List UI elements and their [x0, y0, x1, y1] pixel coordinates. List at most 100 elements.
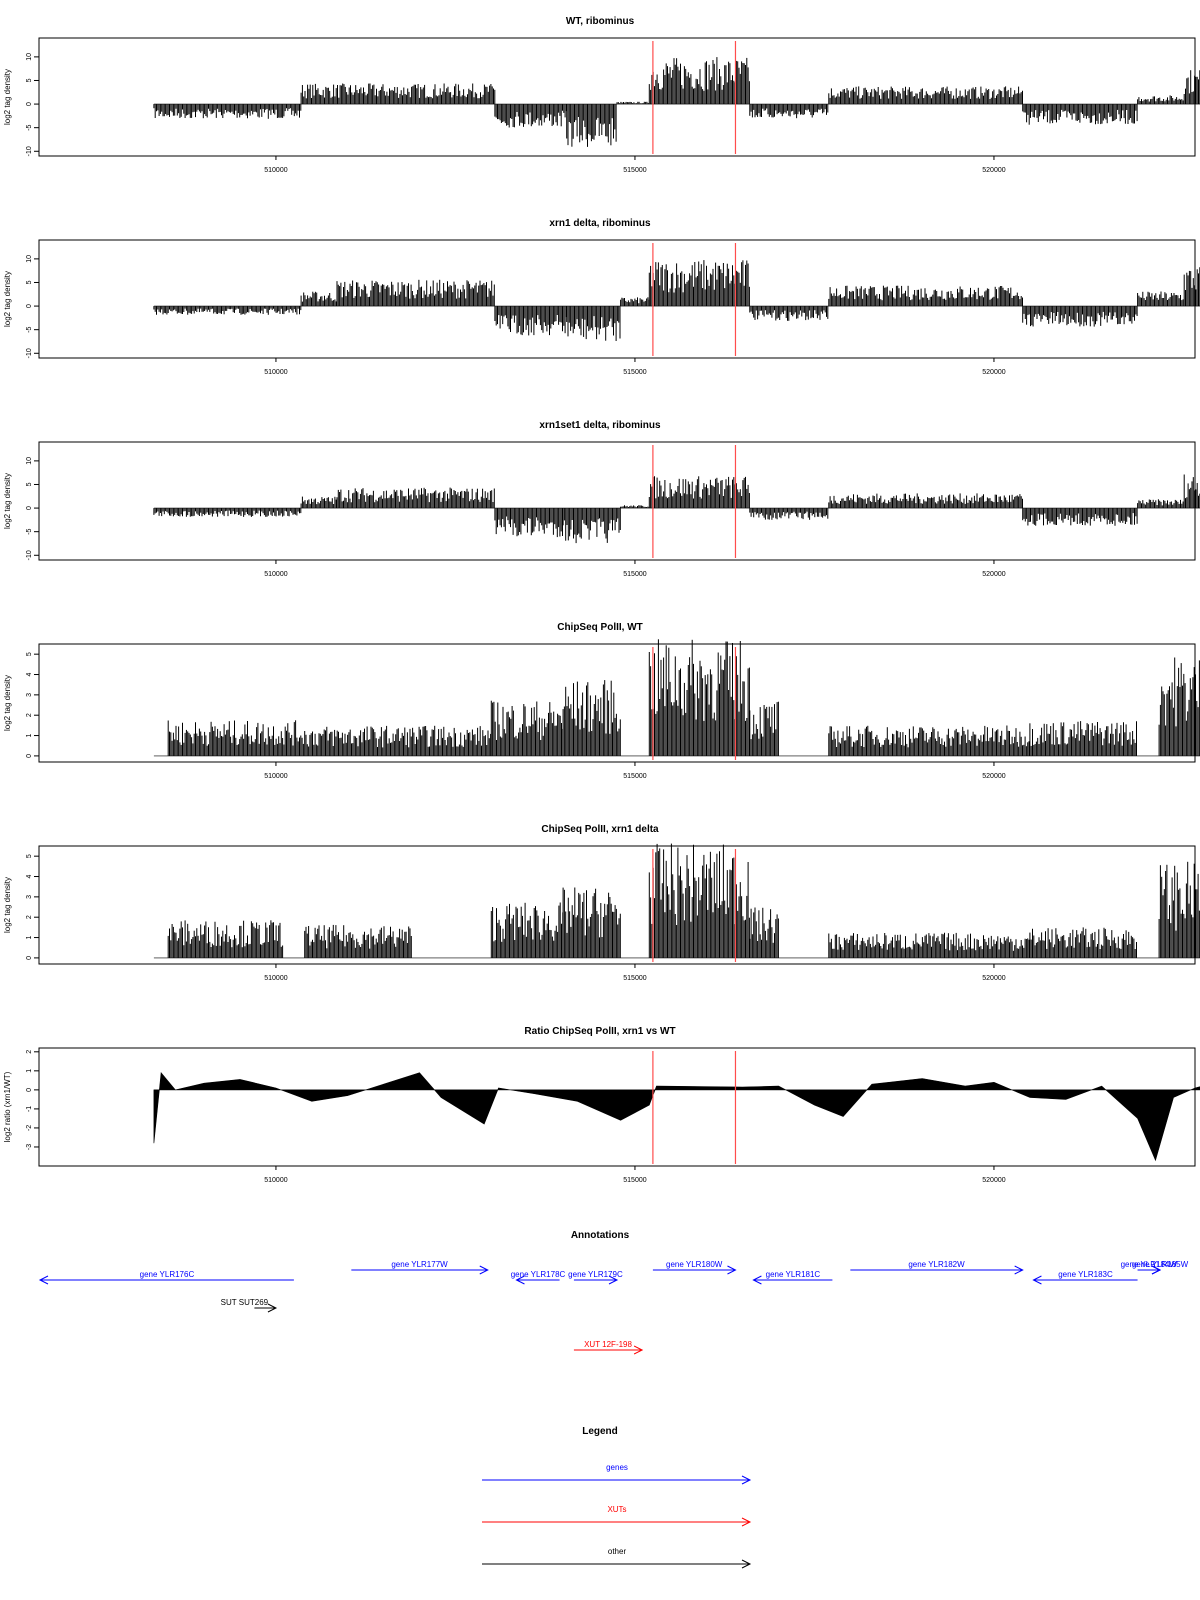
annotation-item: XUT 12F-198	[573, 1340, 644, 1355]
x-tick-label: 520000	[982, 773, 1005, 780]
y-tick-label: 3	[26, 895, 33, 899]
legend-title: Legend	[582, 1426, 618, 1437]
bar-segment	[1158, 861, 1200, 958]
y-tick-label: 0	[26, 304, 33, 308]
y-tick-label: -10	[26, 550, 33, 560]
bar-segment	[648, 476, 750, 509]
annotation-label: gene YLR185W	[1132, 1260, 1189, 1269]
y-tick-label: 1	[26, 1069, 33, 1073]
y-axis-label: log2 tag density	[3, 69, 12, 125]
arrowhead-icon	[752, 1275, 762, 1285]
bar-segment	[494, 508, 563, 538]
x-tick-label: 510000	[264, 773, 287, 780]
legend-label: genes	[606, 1463, 628, 1472]
x-tick-label: 510000	[264, 1177, 287, 1184]
panel-title: xrn1set1 delta, ribominus	[539, 420, 661, 431]
panel-title: WT, ribominus	[566, 16, 635, 27]
bar-segment	[304, 725, 492, 756]
annotation-label: gene YLR179C	[568, 1270, 623, 1279]
y-tick-label: -1	[26, 1106, 33, 1112]
bar-segment	[828, 932, 1030, 958]
y-tick-label: 1	[26, 734, 33, 738]
y-tick-label: -5	[26, 326, 33, 332]
bar-segment	[153, 508, 302, 517]
bar-segment	[167, 920, 284, 958]
arrowhead-icon	[515, 1275, 525, 1285]
y-axis-label: log2 tag density	[3, 675, 12, 731]
bar-segment	[1183, 267, 1200, 307]
bar-segment	[490, 700, 564, 756]
bar-segment	[749, 306, 829, 321]
arrowhead-icon	[741, 1517, 752, 1527]
bar-segment	[620, 505, 650, 509]
bar-segment	[1022, 104, 1138, 125]
x-tick-label: 510000	[264, 975, 287, 982]
bar-segment	[562, 680, 621, 756]
bar-segment	[749, 508, 829, 520]
bar-segment	[167, 720, 304, 756]
arrowhead-icon	[633, 1345, 644, 1355]
bar-segment	[1137, 499, 1184, 509]
x-tick-label: 520000	[982, 975, 1005, 982]
annotation-label: gene YLR176C	[140, 1270, 195, 1279]
bar-segment	[828, 86, 1023, 105]
panel-3: xrn1set1 delta, ribominus -10 -5 0 5 10 log2 t…	[3, 420, 1200, 578]
arrowhead-icon	[741, 1475, 752, 1485]
x-tick-label: 515000	[623, 773, 646, 780]
x-tick-label: 520000	[982, 571, 1005, 578]
panel-2: xrn1 delta, ribominus -10 -5 0 5 10 log2 tag d…	[3, 218, 1200, 376]
bar-segment	[749, 104, 829, 119]
arrowhead-icon	[1032, 1275, 1042, 1285]
annotations-title: Annotations	[571, 1230, 630, 1241]
bar-segment	[620, 297, 650, 307]
annotation-label: gene YLR184W	[1121, 1260, 1178, 1269]
annotation-label: gene YLR181C	[766, 1270, 821, 1279]
annotation-item: gene YLR180W	[652, 1260, 737, 1275]
panel-title: ChipSeq PolII, WT	[557, 622, 643, 633]
y-tick-label: 1	[26, 936, 33, 940]
y-tick-label: 4	[26, 874, 33, 878]
annotation-label: gene YLR182W	[908, 1260, 965, 1269]
bar-segment	[1137, 291, 1184, 307]
y-tick-label: 2	[26, 915, 33, 919]
bar-segment	[648, 639, 750, 756]
arrowhead-icon	[479, 1265, 489, 1275]
bar-segment	[1029, 927, 1137, 958]
y-axis-label: log2 tag density	[3, 271, 12, 327]
arrowhead-icon	[608, 1275, 619, 1285]
bar-segment	[749, 907, 779, 958]
y-tick-label: 5	[26, 78, 33, 82]
annotation-item: gene YLR177W	[351, 1260, 489, 1275]
panel-6: Ratio ChipSeq PolII, xrn1 vs WT -3 -2 -1 0 1 2…	[3, 1026, 1200, 1184]
bar-segment	[153, 306, 302, 315]
annotation-item: gene YLR181C	[752, 1270, 833, 1285]
y-tick-label: 4	[26, 672, 33, 676]
y-axis-label: log2 ratio (xrn1/WT)	[3, 1071, 12, 1142]
bar-segment	[828, 285, 1023, 307]
x-tick-label: 510000	[264, 571, 287, 578]
y-tick-label: -10	[26, 348, 33, 358]
y-tick-label: 0	[26, 102, 33, 106]
x-tick-label: 520000	[982, 1177, 1005, 1184]
legend-entry: genes	[482, 1463, 752, 1485]
bar-segment	[648, 57, 750, 105]
bar-segment	[562, 887, 621, 958]
x-tick-label: 520000	[982, 167, 1005, 174]
arrowhead-icon	[727, 1265, 737, 1275]
bar-segment	[494, 104, 567, 128]
bar-segment	[1029, 721, 1137, 756]
y-tick-label: 5	[26, 854, 33, 858]
annotation-label: gene YLR183C	[1058, 1270, 1113, 1279]
plot-frame	[38, 1047, 1196, 1167]
y-tick-label: 2	[26, 713, 33, 717]
bar-segment	[566, 306, 621, 341]
arrowhead-icon	[1014, 1265, 1024, 1275]
annotation-label: XUT 12F-198	[584, 1340, 632, 1349]
legend-label: other	[608, 1547, 627, 1556]
y-axis-label: log2 tag density	[3, 877, 12, 933]
annotation-label: SUT SUT269	[221, 1298, 269, 1307]
panel-1: WT, ribominus -10 -5 0 5 10 log2 tag density 51…	[3, 16, 1200, 174]
annotation-label: gene YLR180W	[666, 1260, 723, 1269]
bar-segment	[153, 104, 302, 119]
